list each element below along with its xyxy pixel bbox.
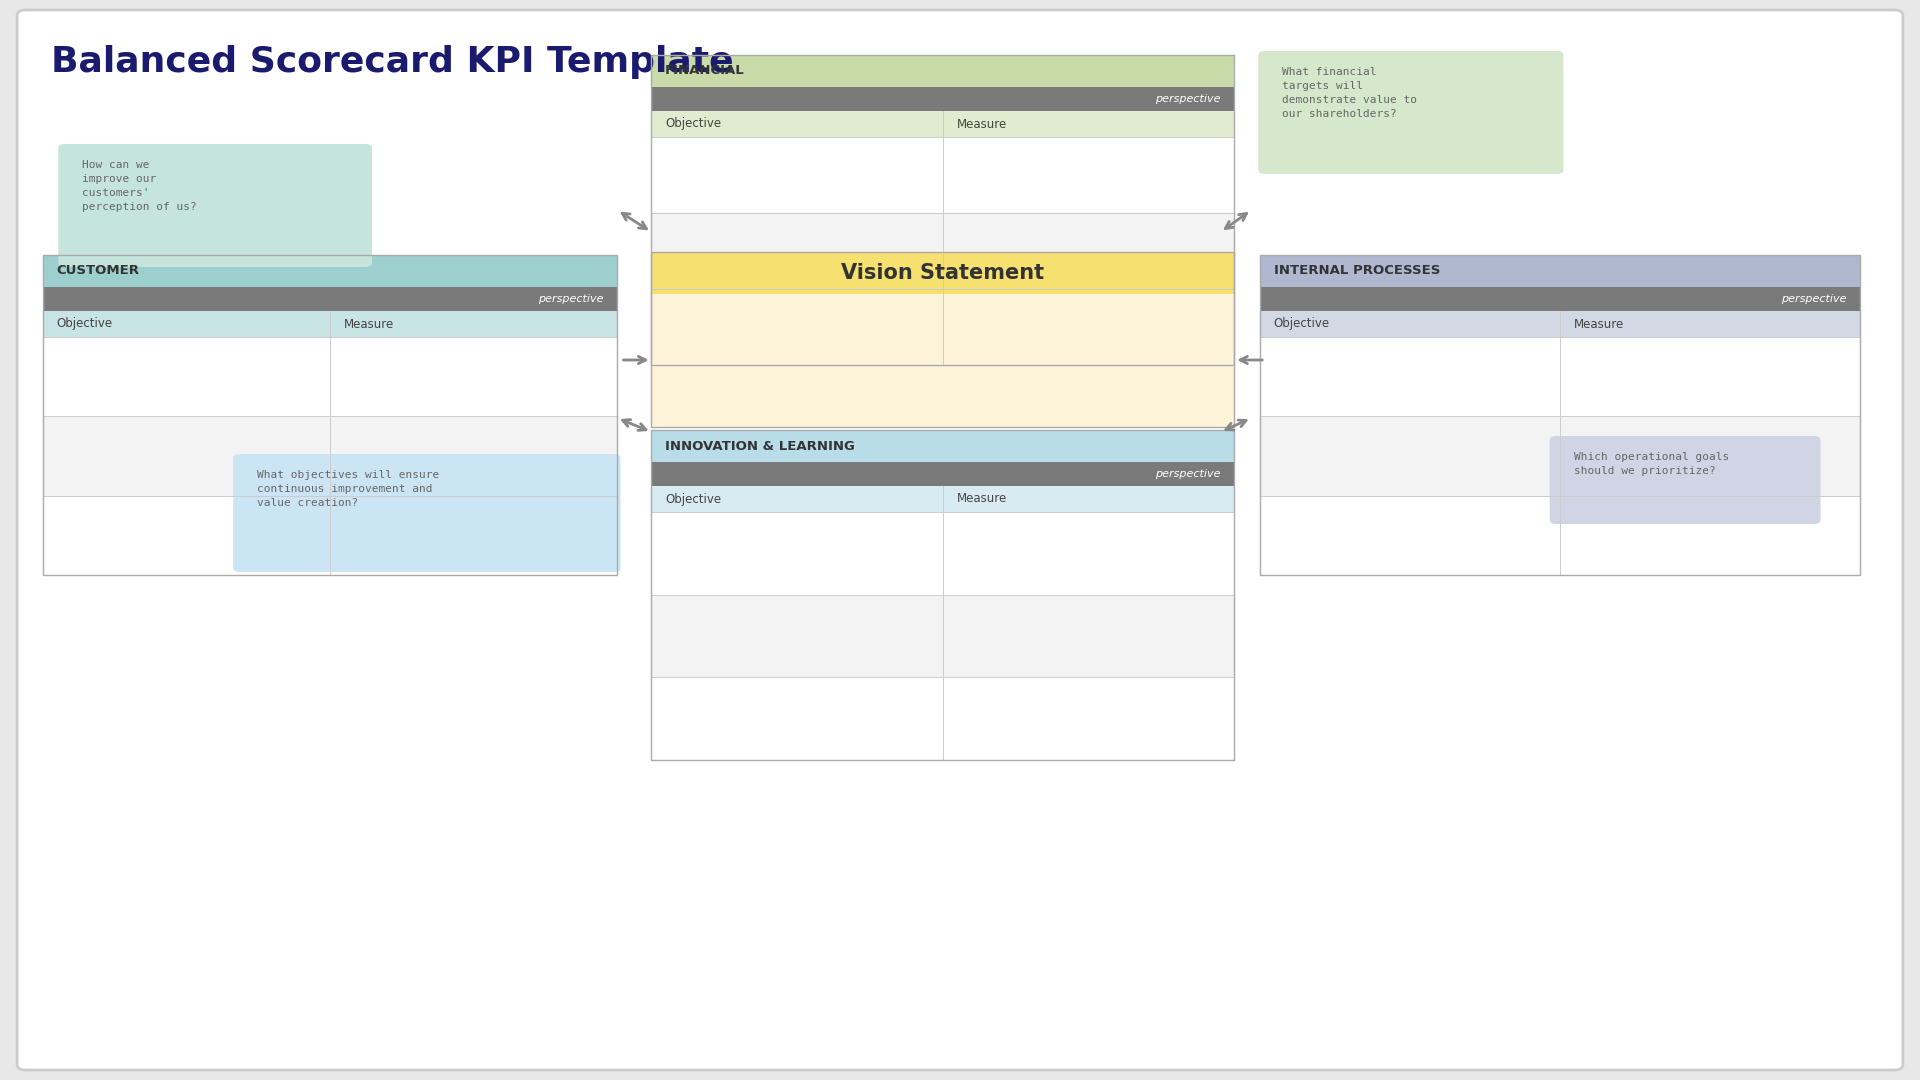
- FancyBboxPatch shape: [651, 430, 1235, 462]
- FancyBboxPatch shape: [651, 486, 1235, 512]
- FancyBboxPatch shape: [232, 454, 620, 572]
- Text: perspective: perspective: [1156, 469, 1221, 480]
- Text: CUSTOMER: CUSTOMER: [56, 265, 140, 278]
- FancyBboxPatch shape: [651, 294, 1235, 427]
- FancyBboxPatch shape: [651, 87, 1235, 111]
- FancyBboxPatch shape: [651, 289, 1235, 365]
- FancyBboxPatch shape: [651, 595, 1235, 677]
- FancyBboxPatch shape: [651, 252, 1235, 294]
- FancyBboxPatch shape: [651, 137, 1235, 213]
- Text: Measure: Measure: [344, 318, 394, 330]
- Text: Which operational goals
should we prioritize?: Which operational goals should we priori…: [1574, 453, 1730, 476]
- Text: Measure: Measure: [956, 492, 1006, 505]
- Text: INTERNAL PROCESSES: INTERNAL PROCESSES: [1273, 265, 1440, 278]
- Text: perspective: perspective: [1780, 294, 1847, 303]
- FancyBboxPatch shape: [42, 311, 616, 337]
- Text: Measure: Measure: [1574, 318, 1624, 330]
- Text: What financial
targets will
demonstrate value to
our shareholders?: What financial targets will demonstrate …: [1283, 67, 1417, 119]
- Text: What objectives will ensure
continuous improvement and
value creation?: What objectives will ensure continuous i…: [257, 470, 440, 508]
- FancyBboxPatch shape: [1260, 416, 1860, 496]
- FancyBboxPatch shape: [42, 255, 616, 287]
- Text: Balanced Scorecard KPI Template: Balanced Scorecard KPI Template: [52, 45, 733, 79]
- FancyBboxPatch shape: [42, 287, 616, 311]
- Text: perspective: perspective: [538, 294, 603, 303]
- FancyBboxPatch shape: [1549, 436, 1820, 524]
- FancyBboxPatch shape: [1260, 496, 1860, 575]
- FancyBboxPatch shape: [1260, 337, 1860, 416]
- FancyBboxPatch shape: [651, 55, 1235, 87]
- FancyBboxPatch shape: [42, 337, 616, 416]
- Text: Objective: Objective: [664, 492, 722, 505]
- FancyBboxPatch shape: [1258, 51, 1563, 174]
- FancyBboxPatch shape: [42, 496, 616, 575]
- Text: Vision Statement: Vision Statement: [841, 264, 1044, 283]
- FancyBboxPatch shape: [58, 144, 372, 267]
- FancyBboxPatch shape: [1260, 287, 1860, 311]
- FancyBboxPatch shape: [651, 677, 1235, 760]
- FancyBboxPatch shape: [42, 416, 616, 496]
- FancyBboxPatch shape: [17, 10, 1903, 1070]
- Text: INNOVATION & LEARNING: INNOVATION & LEARNING: [664, 440, 854, 453]
- FancyBboxPatch shape: [651, 213, 1235, 289]
- Text: Objective: Objective: [56, 318, 113, 330]
- Text: Objective: Objective: [664, 118, 722, 131]
- FancyBboxPatch shape: [1260, 255, 1860, 287]
- FancyBboxPatch shape: [651, 111, 1235, 137]
- Text: How can we
improve our
customers'
perception of us?: How can we improve our customers' percep…: [83, 160, 198, 212]
- Text: Measure: Measure: [956, 118, 1006, 131]
- FancyBboxPatch shape: [651, 462, 1235, 486]
- FancyBboxPatch shape: [1260, 311, 1860, 337]
- FancyBboxPatch shape: [651, 512, 1235, 595]
- Text: perspective: perspective: [1156, 94, 1221, 104]
- Text: Objective: Objective: [1273, 318, 1331, 330]
- Text: FINANCIAL: FINANCIAL: [664, 65, 745, 78]
